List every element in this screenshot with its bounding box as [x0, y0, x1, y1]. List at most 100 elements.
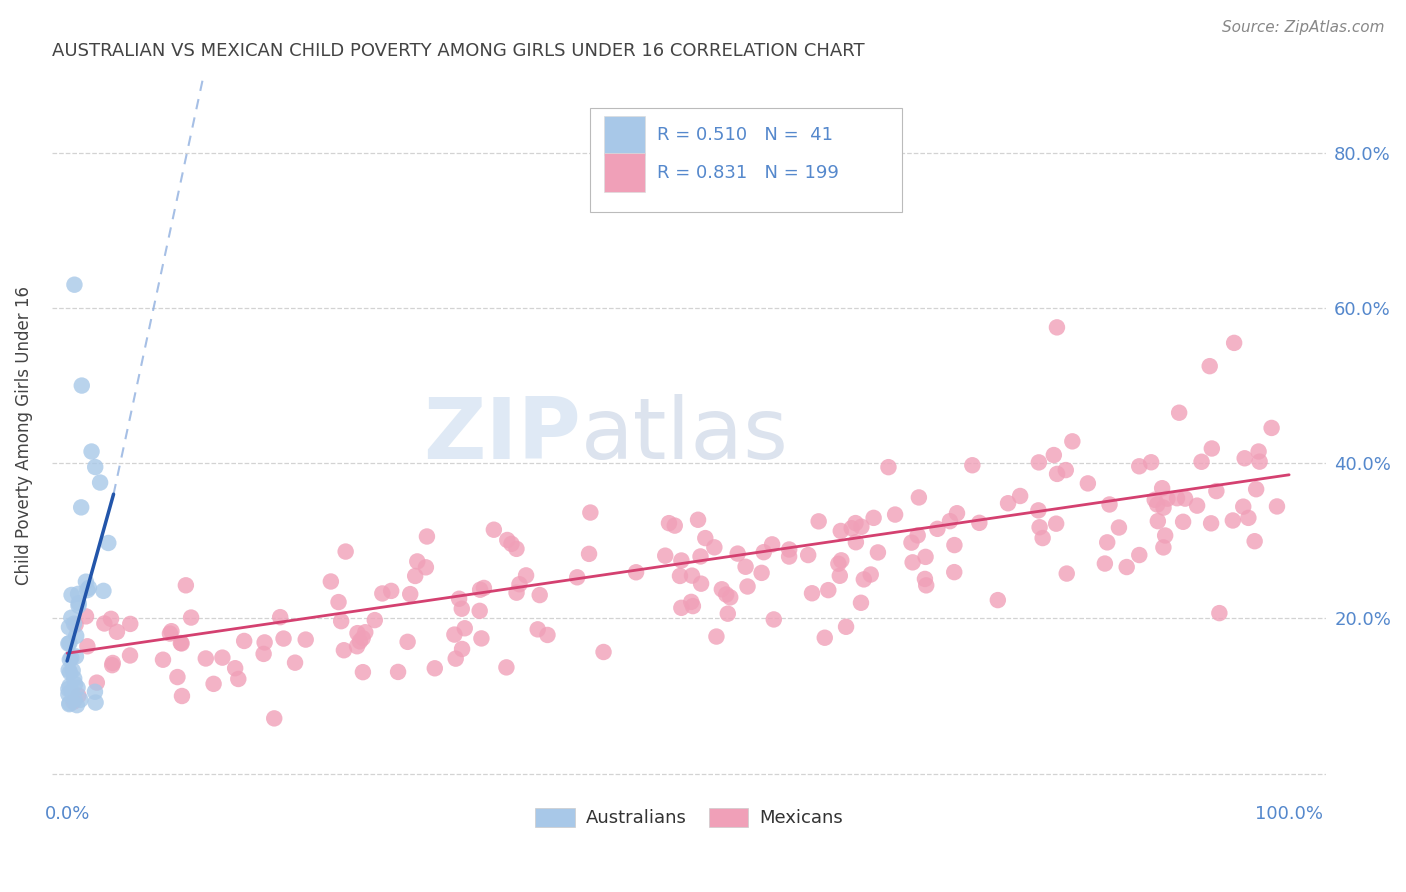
Point — [416, 529, 439, 543]
Point — [1128, 459, 1150, 474]
Point — [1152, 541, 1174, 555]
Point — [319, 574, 342, 589]
Point — [170, 636, 193, 650]
Point — [1046, 320, 1069, 334]
Point — [93, 616, 115, 631]
Point — [470, 632, 492, 646]
Point — [105, 624, 128, 639]
Point — [63, 677, 86, 691]
Point — [269, 610, 291, 624]
Point — [1140, 455, 1163, 469]
Point — [752, 545, 775, 559]
Point — [734, 559, 756, 574]
Point — [761, 537, 783, 551]
Point — [682, 599, 704, 613]
Point — [63, 692, 86, 706]
Text: atlas: atlas — [581, 394, 789, 477]
Point — [908, 491, 931, 505]
Point — [505, 585, 527, 599]
Point — [65, 629, 87, 643]
Point — [914, 549, 936, 564]
Point — [862, 511, 884, 525]
Text: Source: ZipAtlas.com: Source: ZipAtlas.com — [1222, 20, 1385, 35]
Point — [84, 696, 107, 710]
Point — [1153, 500, 1175, 515]
Point — [450, 601, 472, 615]
Point — [943, 538, 966, 552]
Point — [1062, 434, 1084, 449]
Point — [58, 697, 80, 711]
Point — [1095, 535, 1118, 549]
Point — [69, 693, 91, 707]
Point — [1028, 455, 1050, 469]
Point — [830, 524, 852, 538]
FancyBboxPatch shape — [589, 108, 901, 212]
Point — [118, 648, 141, 663]
Point — [751, 566, 773, 580]
Point — [1146, 514, 1168, 528]
Point — [1208, 606, 1230, 620]
Point — [962, 458, 984, 473]
Point — [1094, 557, 1116, 571]
Point — [681, 568, 703, 582]
Point — [907, 528, 929, 542]
Point — [817, 583, 839, 598]
Point — [681, 595, 703, 609]
Point — [877, 460, 900, 475]
Point — [349, 634, 371, 648]
Point — [1185, 499, 1208, 513]
Point — [170, 636, 193, 650]
Point — [194, 651, 217, 665]
Text: R = 0.510   N =  41: R = 0.510 N = 41 — [657, 126, 834, 145]
Point — [778, 542, 800, 557]
Point — [166, 670, 188, 684]
Point — [567, 570, 589, 584]
Point — [927, 522, 949, 536]
Point — [65, 617, 87, 632]
Point — [67, 689, 90, 703]
Point — [252, 647, 274, 661]
Point — [328, 595, 350, 609]
Point — [508, 577, 530, 591]
Point — [335, 544, 357, 558]
Point — [77, 581, 100, 595]
Point — [67, 599, 90, 613]
Point — [70, 500, 93, 515]
Point — [1249, 455, 1271, 469]
Point — [849, 596, 872, 610]
Point — [987, 593, 1010, 607]
Point — [84, 685, 107, 699]
Point — [695, 531, 717, 545]
Point — [845, 535, 868, 549]
Point — [1043, 448, 1066, 462]
Point — [939, 514, 962, 528]
Point — [1174, 491, 1197, 506]
Point — [501, 537, 523, 551]
Point — [482, 523, 505, 537]
Point — [1098, 498, 1121, 512]
Text: AUSTRALIAN VS MEXICAN CHILD POVERTY AMONG GIRLS UNDER 16 CORRELATION CHART: AUSTRALIAN VS MEXICAN CHILD POVERTY AMON… — [52, 42, 865, 60]
Point — [1201, 442, 1223, 456]
Point — [714, 587, 737, 601]
Point — [1146, 498, 1168, 512]
Point — [797, 548, 820, 562]
Point — [1232, 500, 1254, 514]
Point — [75, 574, 97, 589]
Text: ZIP: ZIP — [423, 394, 581, 477]
Point — [1128, 548, 1150, 562]
Point — [451, 642, 474, 657]
Point — [706, 630, 728, 644]
Point — [997, 496, 1019, 510]
Point — [654, 549, 676, 563]
Point — [76, 640, 98, 654]
Point — [346, 626, 368, 640]
Point — [66, 681, 89, 695]
Point — [830, 553, 852, 567]
Point — [801, 586, 824, 600]
Point — [1199, 516, 1222, 531]
Point — [273, 632, 295, 646]
Point — [101, 656, 124, 670]
Point — [505, 541, 527, 556]
Point — [1205, 484, 1227, 499]
Point — [58, 636, 80, 650]
